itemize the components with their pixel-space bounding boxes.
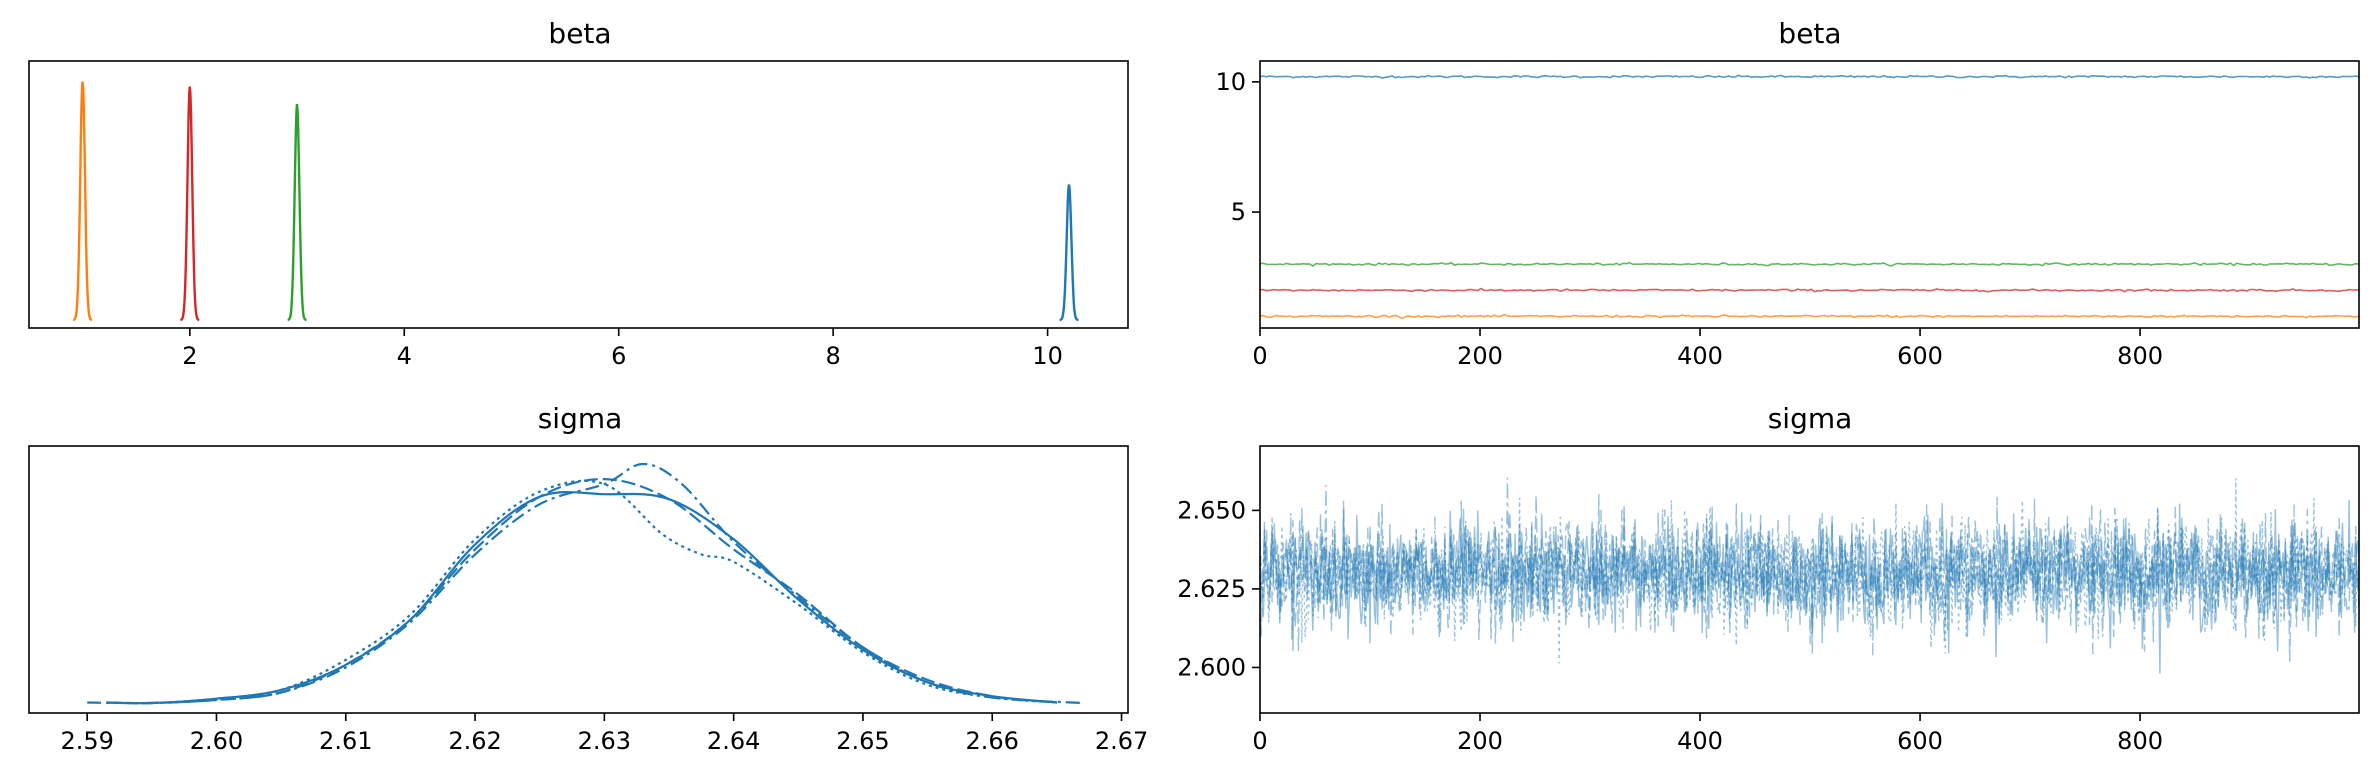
beta-trace-panel: beta 0 200 400 600 800 5 10 [1215, 17, 2360, 370]
beta-trace-y-tick-label: 10 [1215, 68, 1246, 96]
beta-trace-x-tick-label: 0 [1252, 342, 1267, 370]
sigma-density-title: sigma [538, 402, 623, 435]
beta-trace-title: beta [1778, 17, 1841, 50]
sigma-density-frame [28, 445, 1129, 714]
sigma-density-line-solid [106, 490, 1058, 705]
sigma-trace-x-tick-label: 600 [1897, 727, 1943, 755]
sigma-trace-x-tick-label: 800 [2117, 727, 2163, 755]
sigma-density-line-dotted [106, 479, 1057, 705]
sigma-density-x-tick-label: 2.65 [836, 727, 889, 755]
sigma-density-x-tick-label: 2.63 [578, 727, 631, 755]
sigma-density-x-tick-label: 2.67 [1095, 727, 1148, 755]
sigma-trace-plot-area [1259, 477, 2360, 674]
beta-trace-plot-area [1259, 74, 2360, 320]
sigma-trace-panel: sigma 0 200 400 600 800 2.600 2.625 2.650 [1177, 402, 2360, 755]
sigma-trace-y-tick-label: 2.625 [1177, 575, 1246, 603]
sigma-trace-x-tick-label: 200 [1457, 727, 1503, 755]
beta-trace-x-tick-label: 800 [2117, 342, 2163, 370]
sigma-trace-frame [1259, 445, 2360, 714]
beta-density-x-tick-label: 6 [611, 342, 626, 370]
beta-trace-y-tick-label: 5 [1231, 198, 1246, 226]
beta-trace-x-tick-label: 600 [1897, 342, 1943, 370]
beta-density-frame [28, 60, 1129, 329]
beta-density-x-tick-label: 2 [182, 342, 197, 370]
sigma-density-x-tick-label: 2.59 [60, 727, 113, 755]
sigma-density-x-tick-label: 2.61 [319, 727, 372, 755]
beta-density-x-tick-label: 10 [1032, 342, 1063, 370]
beta-density-x-tick-label: 4 [397, 342, 412, 370]
beta-trace-x-tick-label: 200 [1457, 342, 1503, 370]
sigma-trace-y-tick-label: 2.650 [1177, 496, 1246, 524]
sigma-trace-chain-line [1259, 477, 2360, 656]
sigma-density-x-tick-label: 2.62 [448, 727, 501, 755]
sigma-density-line-dashed [106, 477, 1058, 705]
sigma-density-plot-area [87, 462, 1083, 705]
sigma-trace-x-tick-label: 0 [1252, 727, 1267, 755]
sigma-density-x-tick-label: 2.60 [190, 727, 243, 755]
beta-density-line [180, 86, 200, 322]
sigma-trace-chain-line [1259, 478, 2360, 664]
beta-trace-line [1260, 261, 2360, 267]
sigma-trace-chain-line [1259, 499, 2360, 674]
beta-trace-line [1260, 287, 2360, 293]
beta-density-plot-area [73, 81, 1079, 322]
beta-density-title: beta [548, 17, 611, 50]
sigma-density-line-dashdot [87, 462, 1083, 705]
beta-density-x-tick-label: 8 [826, 342, 841, 370]
beta-density-line [287, 103, 307, 322]
sigma-density-x-tick-label: 2.64 [707, 727, 760, 755]
beta-trace-line [1259, 313, 2360, 320]
beta-trace-line [1259, 74, 2360, 79]
beta-density-line [1059, 184, 1079, 322]
beta-trace-x-tick-label: 400 [1677, 342, 1723, 370]
beta-trace-frame [1259, 60, 2360, 329]
sigma-density-x-tick-label: 2.66 [966, 727, 1019, 755]
sigma-density-panel: sigma 2.59 2.60 2.61 2.62 2.63 2.64 2.65 2.66 2.… [28, 402, 1148, 755]
sigma-trace-chain-line [1259, 493, 2360, 662]
beta-density-panel: beta 2 4 6 8 10 [28, 17, 1129, 370]
sigma-trace-x-tick-label: 400 [1677, 727, 1723, 755]
beta-density-line [73, 81, 93, 322]
sigma-trace-title: sigma [1768, 402, 1853, 435]
sigma-trace-y-tick-label: 2.600 [1177, 653, 1246, 681]
